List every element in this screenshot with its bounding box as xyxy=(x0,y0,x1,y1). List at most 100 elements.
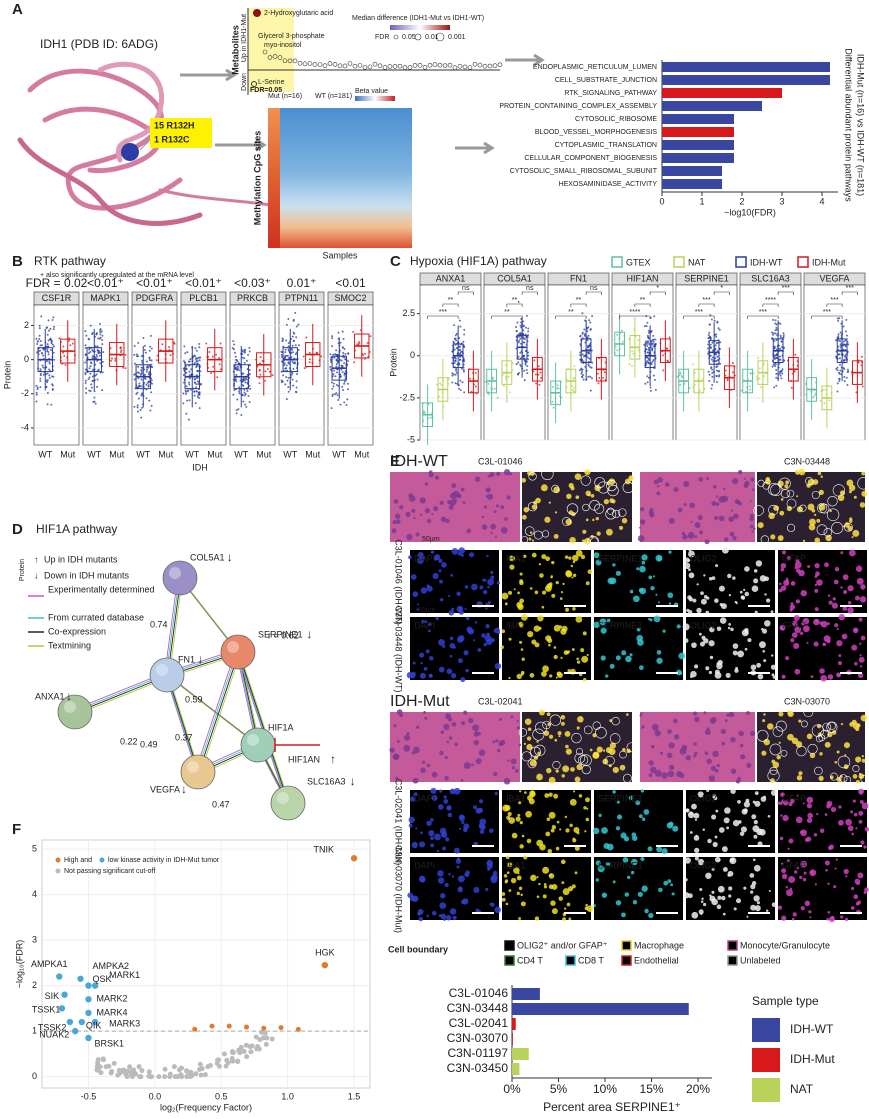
sig-label: *** xyxy=(759,309,767,316)
cell xyxy=(565,518,573,526)
jitter-point xyxy=(188,377,191,380)
jitter-point xyxy=(169,354,172,357)
cell xyxy=(855,756,862,763)
category-label: PROTEIN_CONTAINING_COMPLEX_ASSEMBLY xyxy=(499,103,657,110)
cell xyxy=(409,796,416,802)
facet-title: SLC16A3 xyxy=(751,273,790,283)
cell xyxy=(780,567,785,572)
cell xyxy=(827,911,831,914)
jitter-point xyxy=(173,342,176,345)
jitter-point xyxy=(193,381,196,384)
jitter-point xyxy=(238,390,241,393)
cell xyxy=(419,513,423,516)
cell xyxy=(543,885,548,889)
jitter-point xyxy=(308,361,311,364)
category-label: C3L-02041 xyxy=(449,1016,509,1030)
jitter-point xyxy=(41,352,44,355)
jitter-point xyxy=(36,388,39,391)
cell xyxy=(756,828,763,836)
jitter-point xyxy=(198,396,201,399)
kinase-point xyxy=(241,1048,247,1054)
cell xyxy=(855,827,858,830)
facet-panel xyxy=(180,304,227,446)
cell xyxy=(635,800,641,806)
cell xyxy=(717,885,725,893)
metabolite-point xyxy=(412,63,418,68)
jitter-point xyxy=(186,351,189,354)
cell xyxy=(718,585,725,592)
jitter-point xyxy=(337,398,340,401)
methylation-heatmap xyxy=(280,108,412,248)
label: IDH-Mut (n=16) vs IDH-WT (n=181) xyxy=(856,54,866,196)
cell xyxy=(529,531,533,534)
label: L-Serine xyxy=(258,79,285,86)
legend-swatch xyxy=(611,256,623,268)
jitter-point xyxy=(778,355,781,358)
cell xyxy=(853,812,858,817)
kinase-point xyxy=(71,1027,79,1035)
cell xyxy=(600,655,606,661)
jitter-point xyxy=(89,324,92,327)
cell xyxy=(442,846,447,851)
jitter-point xyxy=(440,384,443,387)
cell xyxy=(724,807,731,814)
jitter-point xyxy=(236,365,239,368)
kinase-point xyxy=(98,1070,104,1076)
cell xyxy=(568,482,574,489)
y-tick-label: 2.5 xyxy=(402,308,415,318)
jitter-point xyxy=(84,330,87,333)
jitter-point xyxy=(346,359,349,362)
cell xyxy=(504,804,511,811)
cell xyxy=(437,804,444,810)
jitter-point xyxy=(462,368,465,371)
label: Mut (n=16) xyxy=(268,93,302,100)
cell xyxy=(859,654,862,657)
jitter-point xyxy=(35,400,38,403)
jitter-point xyxy=(422,410,425,413)
cell xyxy=(551,593,556,598)
cell xyxy=(715,809,719,813)
micrograph xyxy=(389,709,522,785)
cell xyxy=(700,591,704,596)
cell xyxy=(565,607,570,612)
jitter-point xyxy=(707,347,710,350)
jitter-point xyxy=(339,403,342,406)
jitter-point xyxy=(149,334,152,337)
cell xyxy=(750,477,755,482)
kinase-point xyxy=(128,1070,134,1076)
cell xyxy=(732,650,738,656)
jitter-point xyxy=(280,379,283,382)
cell xyxy=(548,776,556,784)
cell-boundary xyxy=(807,743,818,755)
network-node xyxy=(180,754,216,790)
cell xyxy=(518,743,522,747)
cell xyxy=(771,759,776,764)
facet-panel xyxy=(739,284,802,441)
label: Experimentally determined xyxy=(48,584,155,594)
cell xyxy=(548,873,555,879)
facet-title: ANXA1 xyxy=(436,273,466,283)
cell xyxy=(718,496,726,503)
jitter-point xyxy=(692,363,695,366)
label: Metabolites xyxy=(230,25,240,75)
jitter-point xyxy=(235,412,238,415)
cell xyxy=(534,590,539,595)
cell xyxy=(495,739,499,743)
jitter-point xyxy=(53,325,56,328)
cell xyxy=(777,801,781,805)
cell xyxy=(750,890,754,894)
group-title: IDH-Mut xyxy=(390,693,450,710)
cell xyxy=(751,530,754,533)
arrow xyxy=(505,53,545,67)
cell xyxy=(814,607,819,612)
cell xyxy=(567,669,571,673)
network-node xyxy=(240,727,276,763)
jitter-point xyxy=(526,372,529,375)
cell xyxy=(843,590,848,595)
jitter-point xyxy=(780,377,783,380)
cell xyxy=(548,884,554,890)
kinase-point xyxy=(197,1061,203,1067)
cell xyxy=(787,847,790,850)
jitter-point xyxy=(197,392,200,395)
jitter-point xyxy=(198,346,201,349)
